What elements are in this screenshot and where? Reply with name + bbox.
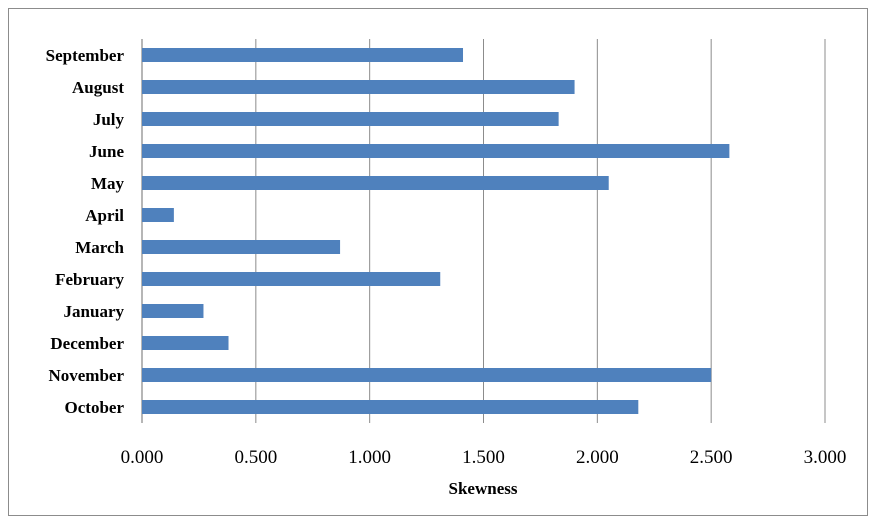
x-tick-label: 2.000 — [576, 447, 619, 468]
x-tick-label: 0.500 — [234, 447, 277, 468]
x-tick-label: 1.500 — [462, 447, 505, 468]
x-tick-labels: 0.000 0.500 1.000 1.500 2.000 2.500 3.000 — [121, 447, 847, 468]
x-tick-label: 2.500 — [690, 447, 733, 468]
category-label-may: May — [91, 174, 125, 193]
x-tick-label: 1.000 — [348, 447, 391, 468]
category-label-november: November — [48, 366, 124, 385]
bar-june — [142, 144, 730, 158]
category-label-october: October — [65, 398, 125, 417]
category-label-july: July — [93, 110, 125, 129]
bar-january — [142, 304, 204, 318]
bar-november — [142, 368, 712, 382]
bar-march — [142, 240, 341, 254]
bars — [142, 48, 730, 414]
category-label-december: December — [50, 334, 124, 353]
x-tick-label: 0.000 — [121, 447, 164, 468]
bar-august — [142, 80, 575, 94]
bar-july — [142, 112, 559, 126]
bar-october — [142, 400, 639, 414]
category-label-august: August — [72, 78, 124, 97]
bar-september — [142, 48, 464, 62]
category-label-april: April — [85, 206, 124, 225]
category-label-june: June — [89, 142, 124, 161]
gridlines — [141, 39, 826, 423]
category-label-february: February — [55, 270, 124, 289]
category-label-march: March — [75, 238, 124, 257]
bar-may — [142, 176, 609, 190]
category-labels: October November December January February Ma… — [46, 46, 125, 417]
bar-february — [142, 272, 441, 286]
bar-december — [142, 336, 229, 350]
bar-april — [142, 208, 174, 222]
x-tick-label: 3.000 — [804, 447, 847, 468]
category-label-september: September — [46, 46, 125, 65]
category-label-january: January — [64, 302, 125, 321]
x-axis-title: Skewness — [449, 479, 518, 498]
